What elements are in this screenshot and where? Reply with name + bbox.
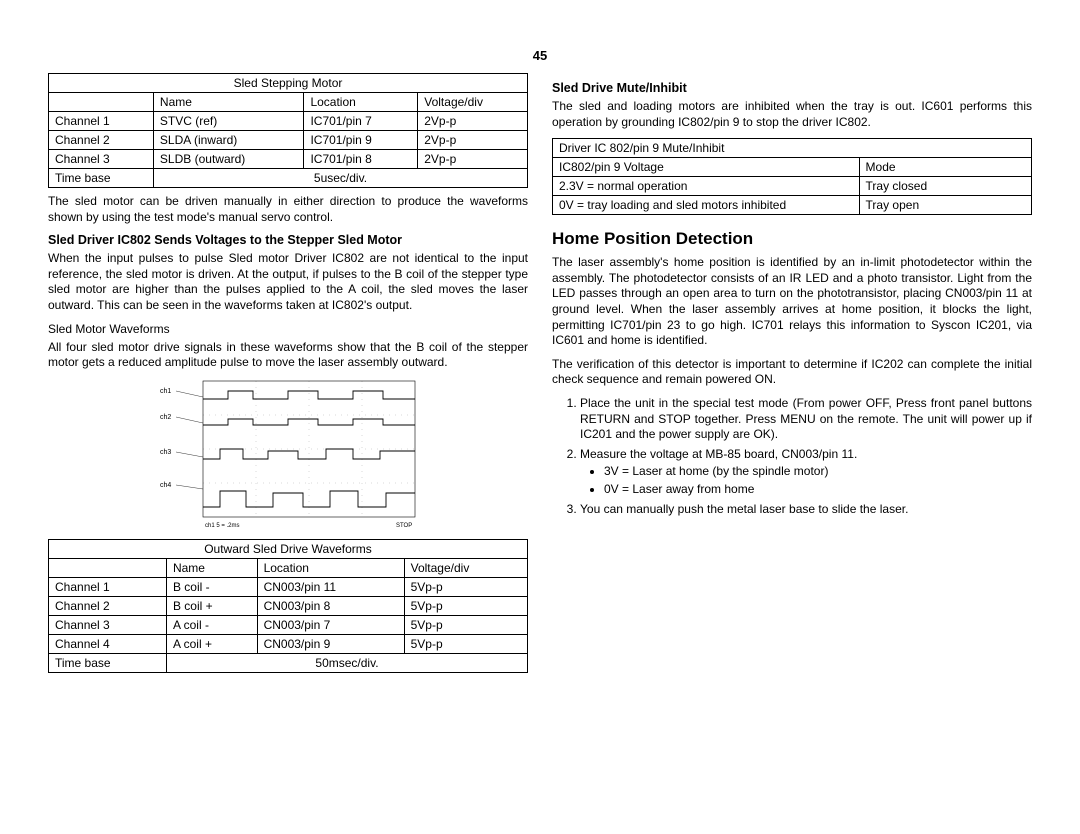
- right-li3: You can manually push the metal laser ba…: [580, 502, 1032, 518]
- rt1-r0c1: Mode: [859, 158, 1031, 177]
- outward-sled-drive-table: Outward Sled Drive Waveforms Name Locati…: [48, 539, 528, 673]
- right-li1: Place the unit in the special test mode …: [580, 396, 1032, 443]
- right-p2: The laser assembly's home position is id…: [552, 255, 1032, 349]
- t1-r2c3: 2Vp-p: [418, 150, 528, 169]
- right-p3: The verification of this detector is imp…: [552, 357, 1032, 388]
- rt1-r1c0: 2.3V = normal operation: [553, 177, 860, 196]
- wf-foot-left: ch1 5 = .2ms: [205, 523, 240, 529]
- wf-foot-right: STOP: [396, 523, 412, 529]
- table1-title: Sled Stepping Motor: [49, 74, 528, 93]
- waveform-figure: ch1 ch2 ch3 ch4 ch1 5 = .2ms STOP: [158, 379, 418, 529]
- wf-ch1: ch1: [160, 388, 171, 395]
- t1-r0c1: STVC (ref): [153, 112, 304, 131]
- t1-r2c2: IC701/pin 8: [304, 150, 418, 169]
- t2-f-label: Time base: [49, 653, 167, 672]
- t2-r2c2: CN003/pin 7: [257, 615, 404, 634]
- rt1-r2c1: Tray open: [859, 196, 1031, 215]
- right-sublist: 3V = Laser at home (by the spindle motor…: [580, 464, 1032, 497]
- right-h2: Home Position Detection: [552, 229, 1032, 249]
- t2-r0c3: 5Vp-p: [404, 577, 527, 596]
- t1-r2c1: SLDB (outward): [153, 150, 304, 169]
- t2-r3c2: CN003/pin 9: [257, 634, 404, 653]
- t1-r1c3: 2Vp-p: [418, 131, 528, 150]
- t2-title: Outward Sled Drive Waveforms: [49, 539, 528, 558]
- page-columns: Sled Stepping Motor Name Location Voltag…: [48, 73, 1032, 679]
- t2-r1c0: Channel 2: [49, 596, 167, 615]
- sled-stepping-motor-table: Sled Stepping Motor Name Location Voltag…: [48, 73, 528, 188]
- rt1-r2c0: 0V = tray loading and sled motors inhibi…: [553, 196, 860, 215]
- t1-f-value: 5usec/div.: [153, 169, 527, 188]
- t2-r0c1: B coil -: [166, 577, 257, 596]
- t1-f-label: Time base: [49, 169, 154, 188]
- t2-h3: Voltage/div: [404, 558, 527, 577]
- rt1-title: Driver IC 802/pin 9 Mute/Inhibit: [553, 139, 1032, 158]
- page-number: 45: [48, 48, 1032, 63]
- left-column: Sled Stepping Motor Name Location Voltag…: [48, 73, 528, 679]
- mute-inhibit-table: Driver IC 802/pin 9 Mute/Inhibit IC802/p…: [552, 138, 1032, 215]
- left-sub1: Sled Driver IC802 Sends Voltages to the …: [48, 233, 528, 247]
- t1-h0: [49, 93, 154, 112]
- t1-r1c0: Channel 2: [49, 131, 154, 150]
- t2-h2: Location: [257, 558, 404, 577]
- left-p3: All four sled motor drive signals in the…: [48, 340, 528, 371]
- t2-r0c2: CN003/pin 11: [257, 577, 404, 596]
- rt1-r0c0: IC802/pin 9 Voltage: [553, 158, 860, 177]
- rt1-r1c1: Tray closed: [859, 177, 1031, 196]
- wf-ch3: ch3: [160, 449, 171, 456]
- t1-h1: Name: [153, 93, 304, 112]
- t2-r1c2: CN003/pin 8: [257, 596, 404, 615]
- t2-r1c1: B coil +: [166, 596, 257, 615]
- t2-r3c1: A coil +: [166, 634, 257, 653]
- t1-r1c1: SLDA (inward): [153, 131, 304, 150]
- t2-r3c3: 5Vp-p: [404, 634, 527, 653]
- left-p1: The sled motor can be driven manually in…: [48, 194, 528, 225]
- t1-h2: Location: [304, 93, 418, 112]
- t2-f-value: 50msec/div.: [166, 653, 527, 672]
- wf-ch2: ch2: [160, 414, 171, 421]
- t2-r0c0: Channel 1: [49, 577, 167, 596]
- t2-r2c3: 5Vp-p: [404, 615, 527, 634]
- right-p1: The sled and loading motors are inhibite…: [552, 99, 1032, 130]
- left-p2: When the input pulses to pulse Sled moto…: [48, 251, 528, 313]
- t1-r0c3: 2Vp-p: [418, 112, 528, 131]
- right-subli1: 3V = Laser at home (by the spindle motor…: [604, 464, 1032, 480]
- right-ol: Place the unit in the special test mode …: [552, 396, 1032, 517]
- right-li2-text: Measure the voltage at MB-85 board, CN00…: [580, 447, 857, 461]
- t1-r0c2: IC701/pin 7: [304, 112, 418, 131]
- right-li2: Measure the voltage at MB-85 board, CN00…: [580, 447, 1032, 498]
- t2-h1: Name: [166, 558, 257, 577]
- t1-r2c0: Channel 3: [49, 150, 154, 169]
- t2-h0: [49, 558, 167, 577]
- right-subli2: 0V = Laser away from home: [604, 482, 1032, 498]
- t1-h3: Voltage/div: [418, 93, 528, 112]
- t2-r1c3: 5Vp-p: [404, 596, 527, 615]
- t2-r3c0: Channel 4: [49, 634, 167, 653]
- left-plain1: Sled Motor Waveforms: [48, 322, 528, 336]
- t1-r1c2: IC701/pin 9: [304, 131, 418, 150]
- t2-r2c0: Channel 3: [49, 615, 167, 634]
- right-sub1: Sled Drive Mute/Inhibit: [552, 81, 1032, 95]
- right-column: Sled Drive Mute/Inhibit The sled and loa…: [552, 73, 1032, 679]
- t2-r2c1: A coil -: [166, 615, 257, 634]
- wf-ch4: ch4: [160, 482, 171, 489]
- t1-r0c0: Channel 1: [49, 112, 154, 131]
